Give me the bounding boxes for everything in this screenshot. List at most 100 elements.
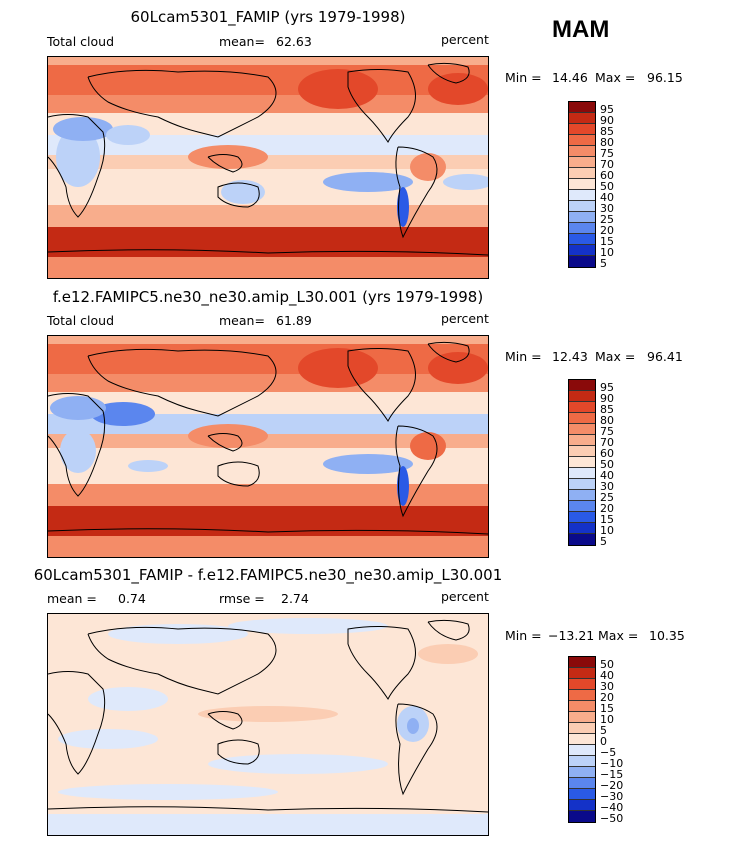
blob-amazon	[410, 432, 446, 460]
blob-arabia	[91, 402, 155, 426]
colorbar-tick-label: 30	[600, 680, 614, 693]
blob-maritime-continent	[188, 424, 268, 448]
colorbar-swatch	[569, 234, 595, 245]
colorbar-swatch	[569, 190, 595, 201]
colorbar-swatch	[569, 168, 595, 179]
panel-3-max-value: 10.35	[649, 628, 685, 643]
diff-southern-blue	[58, 784, 278, 800]
colorbar-swatch	[569, 457, 595, 468]
colorbar-tick-label: 50	[600, 180, 614, 193]
colorbar-tick-label: 95	[600, 103, 614, 116]
colorbar-swatch	[569, 534, 595, 545]
diff-indian-blue	[58, 729, 158, 749]
colorbar-tick-label: 10	[600, 713, 614, 726]
colorbar-swatch	[569, 690, 595, 701]
blob-chile	[397, 466, 409, 506]
panel-3-min-value: −13.21	[548, 628, 595, 643]
blob-southeast-pacific	[323, 172, 413, 192]
colorbar-swatch	[569, 767, 595, 778]
blob-chile	[397, 187, 409, 227]
panel-2-colorbar: 95 90 85 80 75 70 60 50 40 30 25 20 15 10 5	[568, 379, 614, 548]
panel-1-map	[47, 56, 489, 279]
blob-africa-low	[60, 429, 96, 473]
colorbar-box	[568, 101, 596, 268]
colorbar-tick-label: 20	[600, 502, 614, 515]
colorbar-swatch	[569, 113, 595, 124]
panel-2-mean-value: 61.89	[276, 313, 312, 328]
blob-sahara	[53, 117, 113, 141]
blob-north-pacific	[298, 69, 378, 109]
blob-north-atlantic	[428, 73, 488, 105]
colorbar-tick-label: −30	[600, 790, 624, 803]
colorbar-tick-label: 70	[600, 158, 614, 171]
colorbar-swatch	[569, 701, 595, 712]
colorbar-tick-label: 5	[600, 724, 607, 737]
panel-2-max-label: Max =	[595, 349, 636, 364]
panel-2-max-value: 96.41	[647, 349, 683, 364]
band-south-subtropics	[48, 484, 488, 506]
colorbar-swatch	[569, 490, 595, 501]
season-label: MAM	[552, 16, 610, 43]
panel-3-map	[47, 613, 489, 836]
colorbar-tick-label: −20	[600, 779, 624, 792]
colorbar-swatch	[569, 413, 595, 424]
colorbar-swatch	[569, 778, 595, 789]
blob-east-pacific	[128, 460, 168, 472]
colorbar-tick-label: 95	[600, 381, 614, 394]
colorbar-swatch	[569, 245, 595, 256]
colorbar-swatch	[569, 745, 595, 756]
colorbar-tick-label: 60	[600, 169, 614, 182]
colorbar-swatch	[569, 424, 595, 435]
colorbar-tick-label: 25	[600, 213, 614, 226]
colorbar-swatch	[569, 201, 595, 212]
panel-2-map	[47, 335, 489, 558]
panel-1-min-value: 14.46	[552, 70, 588, 85]
colorbar-swatch	[569, 479, 595, 490]
panel-1-colorbar: 95 90 85 80 75 70 60 50 40 30 25 20 15 10 5	[568, 101, 614, 270]
colorbar-tick-label: −50	[600, 812, 624, 825]
blob-maritime-continent	[188, 145, 268, 169]
diff-antarctic-blue	[48, 814, 488, 835]
colorbar-swatch	[569, 712, 595, 723]
colorbar-tick-label: 80	[600, 136, 614, 149]
diff-africa-blue	[88, 687, 168, 711]
band-itcz	[48, 155, 488, 169]
diff-tropical-pacific-pink	[198, 706, 338, 722]
panel-2-mean-label: mean=	[219, 313, 265, 328]
band-itcz	[48, 434, 488, 448]
colorbar-tick-label: 15	[600, 513, 614, 526]
blob-africa-low	[56, 127, 100, 187]
band-antarctic	[48, 536, 488, 557]
panel-2-min-label: Min =	[505, 349, 542, 364]
colorbar-tick-label: 75	[600, 147, 614, 160]
colorbar-swatch	[569, 668, 595, 679]
colorbar-box	[568, 656, 596, 823]
colorbar-tick-label: −5	[600, 746, 617, 759]
blob-amazon	[410, 153, 446, 181]
panel-3-rmse-label: rmse =	[219, 591, 265, 606]
colorbar-swatch	[569, 124, 595, 135]
diff-amazon-core	[407, 718, 419, 734]
diff-europe-blue	[108, 624, 248, 644]
colorbar-tick-label: 40	[600, 191, 614, 204]
band-north-storm-track	[48, 65, 488, 95]
panel-1-min-label: Min =	[505, 70, 542, 85]
colorbar-swatch	[569, 734, 595, 745]
colorbar-tick-label: 10	[600, 524, 614, 537]
colorbar-tick-label: 85	[600, 125, 614, 138]
panel-3-map-svg	[48, 614, 488, 835]
colorbar-swatch	[569, 756, 595, 767]
diff-south-pacific-blue	[208, 754, 388, 774]
band-north-mid	[48, 95, 488, 113]
panel-1-map-svg	[48, 57, 488, 278]
colorbar-tick-label: 15	[600, 702, 614, 715]
panel-1-max-label: Max =	[595, 70, 636, 85]
colorbar-swatch	[569, 380, 595, 391]
panel-2-units: percent	[441, 311, 489, 326]
colorbar-swatch	[569, 391, 595, 402]
colorbar-swatch	[569, 723, 595, 734]
band-north-trades	[48, 135, 488, 155]
panel-1-mean-value: 62.63	[276, 34, 312, 49]
blob-north-pacific	[298, 348, 378, 388]
panel-1-title: 60Lcam5301_FAMIP (yrs 1979-1998)	[130, 8, 406, 26]
